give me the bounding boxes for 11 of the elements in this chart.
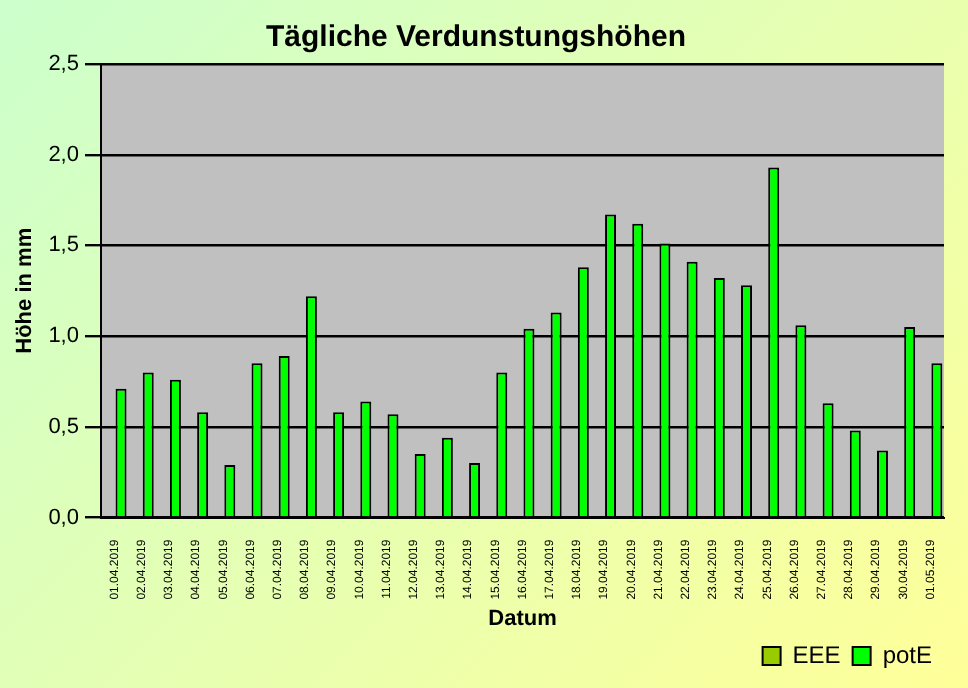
y-tick-label: 2,0 xyxy=(48,142,79,167)
y-tick-label: 0,0 xyxy=(48,505,79,530)
y-tick-label: 1,0 xyxy=(48,324,79,349)
y-tick-label: 2,5 xyxy=(48,52,79,77)
y-tick-label: 1,5 xyxy=(48,233,79,258)
y-tick-label: 0,5 xyxy=(48,414,79,439)
y-axis-title: Höhe in mm xyxy=(13,227,38,354)
x-axis-title: Datum xyxy=(488,606,558,631)
chart-title: Tägliche Verdunstungshöhen xyxy=(265,20,687,55)
legend-label: potE xyxy=(882,640,932,669)
legend-label: EEE xyxy=(792,640,841,669)
